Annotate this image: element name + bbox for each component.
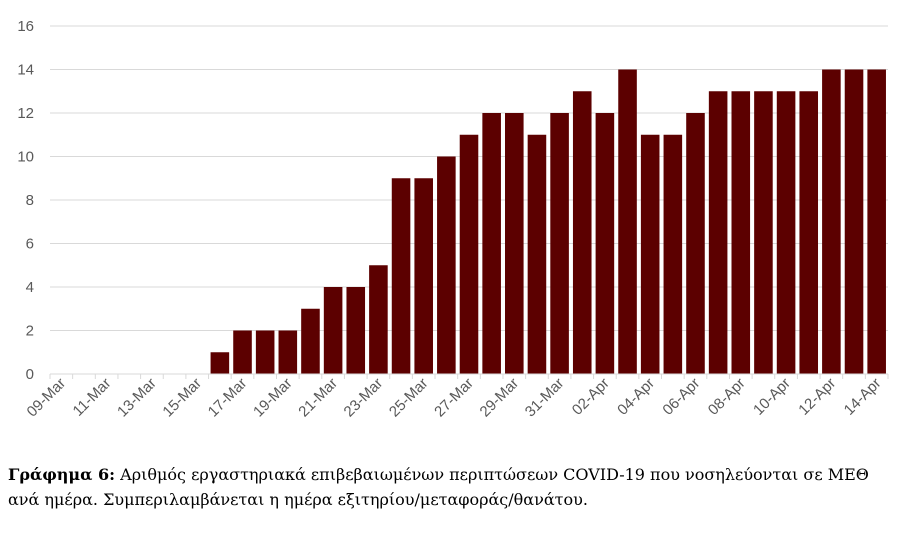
bar [595, 113, 615, 374]
bar [822, 69, 841, 374]
bar [437, 156, 456, 374]
y-tick-label: 12 [17, 105, 34, 122]
bar [233, 330, 252, 374]
bar [369, 265, 388, 374]
x-tick-label: 27-Mar [431, 375, 477, 421]
bar [799, 91, 819, 374]
x-tick-label: 13-Mar [114, 375, 160, 421]
bar [210, 352, 230, 374]
x-tick-label: 31-Mar [522, 375, 568, 421]
bar [482, 113, 501, 374]
bars [210, 69, 886, 374]
x-tick-label: 21-Mar [295, 375, 341, 421]
x-tick-label: 11-Mar [70, 375, 115, 420]
bar [550, 113, 569, 374]
axes [49, 373, 889, 379]
x-tick-label: 25-Mar [386, 375, 432, 421]
x-tick-labels: 09-Mar 11-Mar 13-Mar 15-Mar 17-Mar 19-Mar 21-M… [24, 375, 885, 421]
bar [776, 91, 796, 374]
y-tick-label: 2 [26, 323, 34, 340]
caption-text: Αριθμός εργαστηριακά επιβεβαιωμένων περι… [8, 465, 869, 509]
bar [346, 287, 366, 374]
x-tick-label: 15-Mar [159, 375, 205, 421]
bar [459, 134, 479, 374]
bar [867, 69, 886, 374]
y-tick-label: 10 [17, 149, 34, 166]
bar [278, 330, 298, 374]
bar [301, 308, 320, 374]
caption-label: Γράφημα 6: [8, 465, 116, 484]
y-tick-label: 6 [26, 236, 34, 253]
y-tick-label: 0 [26, 366, 34, 383]
bar [255, 330, 275, 374]
x-tick-label: 10-Apr [750, 375, 794, 419]
y-tick-labels: 0 2 4 6 8 10 12 14 16 [17, 18, 34, 383]
bar [414, 178, 433, 374]
x-tick-label: 08-Apr [705, 375, 749, 419]
bar [731, 91, 751, 374]
y-tick-label: 14 [17, 62, 34, 79]
y-tick-label: 16 [17, 18, 34, 35]
bar [323, 287, 343, 374]
x-tick-label: 23-Mar [341, 375, 387, 421]
bar [527, 134, 547, 374]
x-tick-label: 29-Mar [477, 375, 523, 421]
bar [640, 134, 660, 374]
bar [844, 69, 864, 374]
bar [754, 91, 773, 374]
x-tick-label: 19-Mar [250, 375, 296, 421]
x-tick-label: 06-Apr [659, 375, 703, 419]
bar [708, 91, 728, 374]
x-tick-label: 04-Apr [614, 375, 658, 419]
bar [663, 134, 683, 374]
bar [391, 178, 411, 374]
figure-caption: Γράφημα 6: Αριθμός εργαστηριακά επιβεβαι… [8, 462, 892, 512]
x-tick-label: 02-Apr [569, 375, 613, 419]
bar [572, 91, 592, 374]
bar-chart: 0 2 4 6 8 10 12 14 16 09-Mar 11-Mar 13-Mar 15-Mar 17… [17, 18, 889, 421]
bar [505, 113, 524, 374]
x-tick-label: 12-Apr [795, 375, 839, 419]
bar [618, 69, 637, 374]
x-tick-label: 14-Apr [841, 375, 885, 419]
y-tick-label: 8 [26, 192, 34, 209]
y-tick-label: 4 [26, 279, 34, 296]
x-tick-label: 17-Mar [205, 375, 251, 421]
bar [686, 113, 705, 374]
